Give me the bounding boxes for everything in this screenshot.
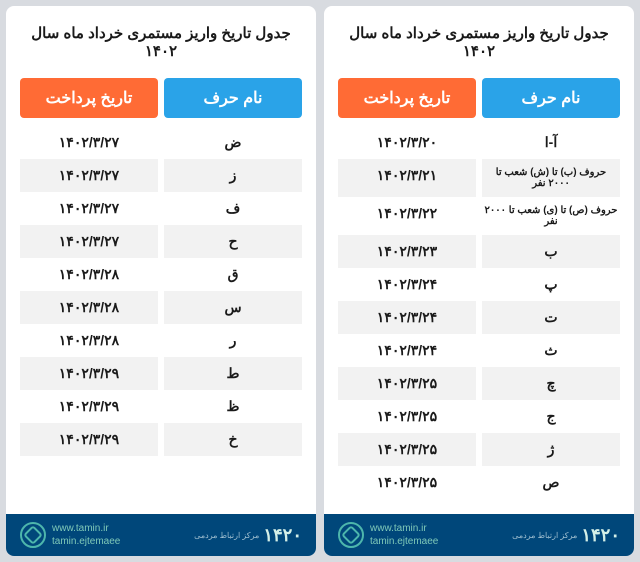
cell-date: ۱۴۰۲/۳/۲۱ (338, 159, 476, 197)
table-row: ب۱۴۰۲/۳/۲۳ (338, 235, 620, 268)
cell-name: ز (164, 159, 302, 192)
cell-name: ق (164, 258, 302, 291)
cell-name: ر (164, 324, 302, 357)
cell-name: ح (164, 225, 302, 258)
right-panel: جدول تاریخ واریز مستمری خرداد ماه سال ۱۴… (324, 6, 634, 556)
logo-icon (338, 522, 364, 548)
cell-date: ۱۴۰۲/۳/۲۴ (338, 334, 476, 367)
table-row: ق۱۴۰۲/۳/۲۸ (20, 258, 302, 291)
table-row: حروف (ص) تا (ی) شعب تا ۲۰۰۰ نفر۱۴۰۲/۳/۲۲ (338, 197, 620, 235)
table-row: حروف (ب) تا (ش) شعب تا ۲۰۰۰ نفر۱۴۰۲/۳/۲۱ (338, 159, 620, 197)
table-row: ج۱۴۰۲/۳/۲۵ (338, 400, 620, 433)
footer-brand: www.tamin.ir tamin.ejtemaee (338, 522, 438, 548)
cell-name: پ (482, 268, 620, 301)
panel-title: جدول تاریخ واریز مستمری خرداد ماه سال ۱۴… (20, 24, 302, 60)
footer-phone: ۱۴۲۰ (581, 525, 620, 546)
table-body: آ-ا۱۴۰۲/۳/۲۰حروف (ب) تا (ش) شعب تا ۲۰۰۰ … (338, 126, 620, 499)
cell-date: ۱۴۰۲/۳/۲۸ (20, 324, 158, 357)
cell-name: ژ (482, 433, 620, 466)
table-row: آ-ا۱۴۰۲/۳/۲۰ (338, 126, 620, 159)
table-row: ف۱۴۰۲/۳/۲۷ (20, 192, 302, 225)
cell-name: حروف (ص) تا (ی) شعب تا ۲۰۰۰ نفر (482, 197, 620, 235)
footer-links: www.tamin.ir tamin.ejtemaee (370, 522, 438, 548)
col-date-header: تاریخ پرداخت (338, 78, 476, 118)
payment-table: نام حرف تاریخ پرداخت ض۱۴۰۲/۳/۲۷ز۱۴۰۲/۳/۲… (20, 78, 302, 514)
table-row: ت۱۴۰۲/۳/۲۴ (338, 301, 620, 334)
cell-date: ۱۴۰۲/۳/۲۷ (20, 159, 158, 192)
table-row: ح۱۴۰۲/۳/۲۷ (20, 225, 302, 258)
panel-title: جدول تاریخ واریز مستمری خرداد ماه سال ۱۴… (338, 24, 620, 60)
cell-date: ۱۴۰۲/۳/۲۷ (20, 225, 158, 258)
cell-name: ث (482, 334, 620, 367)
cell-date: ۱۴۰۲/۳/۲۸ (20, 291, 158, 324)
table-row: خ۱۴۰۲/۳/۲۹ (20, 423, 302, 456)
footer-phone-label: مرکز ارتباط مردمی (512, 531, 577, 540)
cell-name: ض (164, 126, 302, 159)
cell-date: ۱۴۰۲/۳/۲۹ (20, 390, 158, 423)
footer-phone-label: مرکز ارتباط مردمی (194, 531, 259, 540)
cell-date: ۱۴۰۲/۳/۲۳ (338, 235, 476, 268)
footer-phone-block: ۱۴۲۰ مرکز ارتباط مردمی (512, 525, 620, 546)
table-row: پ۱۴۰۲/۳/۲۴ (338, 268, 620, 301)
footer-phone: ۱۴۲۰ (263, 525, 302, 546)
cell-date: ۱۴۰۲/۳/۲۲ (338, 197, 476, 235)
footer-links: www.tamin.ir tamin.ejtemaee (52, 522, 120, 548)
table-row: چ۱۴۰۲/۳/۲۵ (338, 367, 620, 400)
table-row: ژ۱۴۰۲/۳/۲۵ (338, 433, 620, 466)
table-body: ض۱۴۰۲/۳/۲۷ز۱۴۰۲/۳/۲۷ف۱۴۰۲/۳/۲۷ح۱۴۰۲/۳/۲۷… (20, 126, 302, 456)
cell-name: آ-ا (482, 126, 620, 159)
cell-name: ط (164, 357, 302, 390)
footer-phone-block: ۱۴۲۰ مرکز ارتباط مردمی (194, 525, 302, 546)
cell-date: ۱۴۰۲/۳/۲۸ (20, 258, 158, 291)
left-panel: جدول تاریخ واریز مستمری خرداد ماه سال ۱۴… (6, 6, 316, 556)
cell-date: ۱۴۰۲/۳/۲۷ (20, 126, 158, 159)
cell-name: ظ (164, 390, 302, 423)
cell-name: ب (482, 235, 620, 268)
cell-name: ص (482, 466, 620, 499)
cell-name: خ (164, 423, 302, 456)
cell-name: س (164, 291, 302, 324)
col-date-header: تاریخ پرداخت (20, 78, 158, 118)
table-row: س۱۴۰۲/۳/۲۸ (20, 291, 302, 324)
table-row: ث۱۴۰۲/۳/۲۴ (338, 334, 620, 367)
cell-name: ت (482, 301, 620, 334)
panel-footer: www.tamin.ir tamin.ejtemaee ۱۴۲۰ مرکز ار… (6, 514, 316, 556)
table-row: ط۱۴۰۲/۳/۲۹ (20, 357, 302, 390)
logo-icon (20, 522, 46, 548)
col-name-header: نام حرف (164, 78, 302, 118)
cell-name: ج (482, 400, 620, 433)
footer-brand: www.tamin.ir tamin.ejtemaee (20, 522, 120, 548)
cell-date: ۱۴۰۲/۳/۲۰ (338, 126, 476, 159)
footer-site: www.tamin.ir (52, 522, 120, 535)
cell-date: ۱۴۰۲/۳/۲۵ (338, 400, 476, 433)
cell-name: چ (482, 367, 620, 400)
table-row: ظ۱۴۰۲/۳/۲۹ (20, 390, 302, 423)
table-row: ر۱۴۰۲/۳/۲۸ (20, 324, 302, 357)
cell-date: ۱۴۰۲/۳/۲۵ (338, 367, 476, 400)
panel-footer: www.tamin.ir tamin.ejtemaee ۱۴۲۰ مرکز ار… (324, 514, 634, 556)
cell-name: ف (164, 192, 302, 225)
footer-social: tamin.ejtemaee (52, 535, 120, 548)
table-row: ز۱۴۰۲/۳/۲۷ (20, 159, 302, 192)
footer-social: tamin.ejtemaee (370, 535, 438, 548)
table-header: نام حرف تاریخ پرداخت (338, 78, 620, 118)
cell-date: ۱۴۰۲/۳/۲۹ (20, 423, 158, 456)
table-row: ض۱۴۰۲/۳/۲۷ (20, 126, 302, 159)
footer-site: www.tamin.ir (370, 522, 438, 535)
table-row: ص۱۴۰۲/۳/۲۵ (338, 466, 620, 499)
col-name-header: نام حرف (482, 78, 620, 118)
cell-date: ۱۴۰۲/۳/۲۷ (20, 192, 158, 225)
cell-date: ۱۴۰۲/۳/۲۴ (338, 268, 476, 301)
payment-table: نام حرف تاریخ پرداخت آ-ا۱۴۰۲/۳/۲۰حروف (ب… (338, 78, 620, 514)
cell-name: حروف (ب) تا (ش) شعب تا ۲۰۰۰ نفر (482, 159, 620, 197)
cell-date: ۱۴۰۲/۳/۲۵ (338, 466, 476, 499)
cell-date: ۱۴۰۲/۳/۲۵ (338, 433, 476, 466)
table-header: نام حرف تاریخ پرداخت (20, 78, 302, 118)
cell-date: ۱۴۰۲/۳/۲۴ (338, 301, 476, 334)
cell-date: ۱۴۰۲/۳/۲۹ (20, 357, 158, 390)
